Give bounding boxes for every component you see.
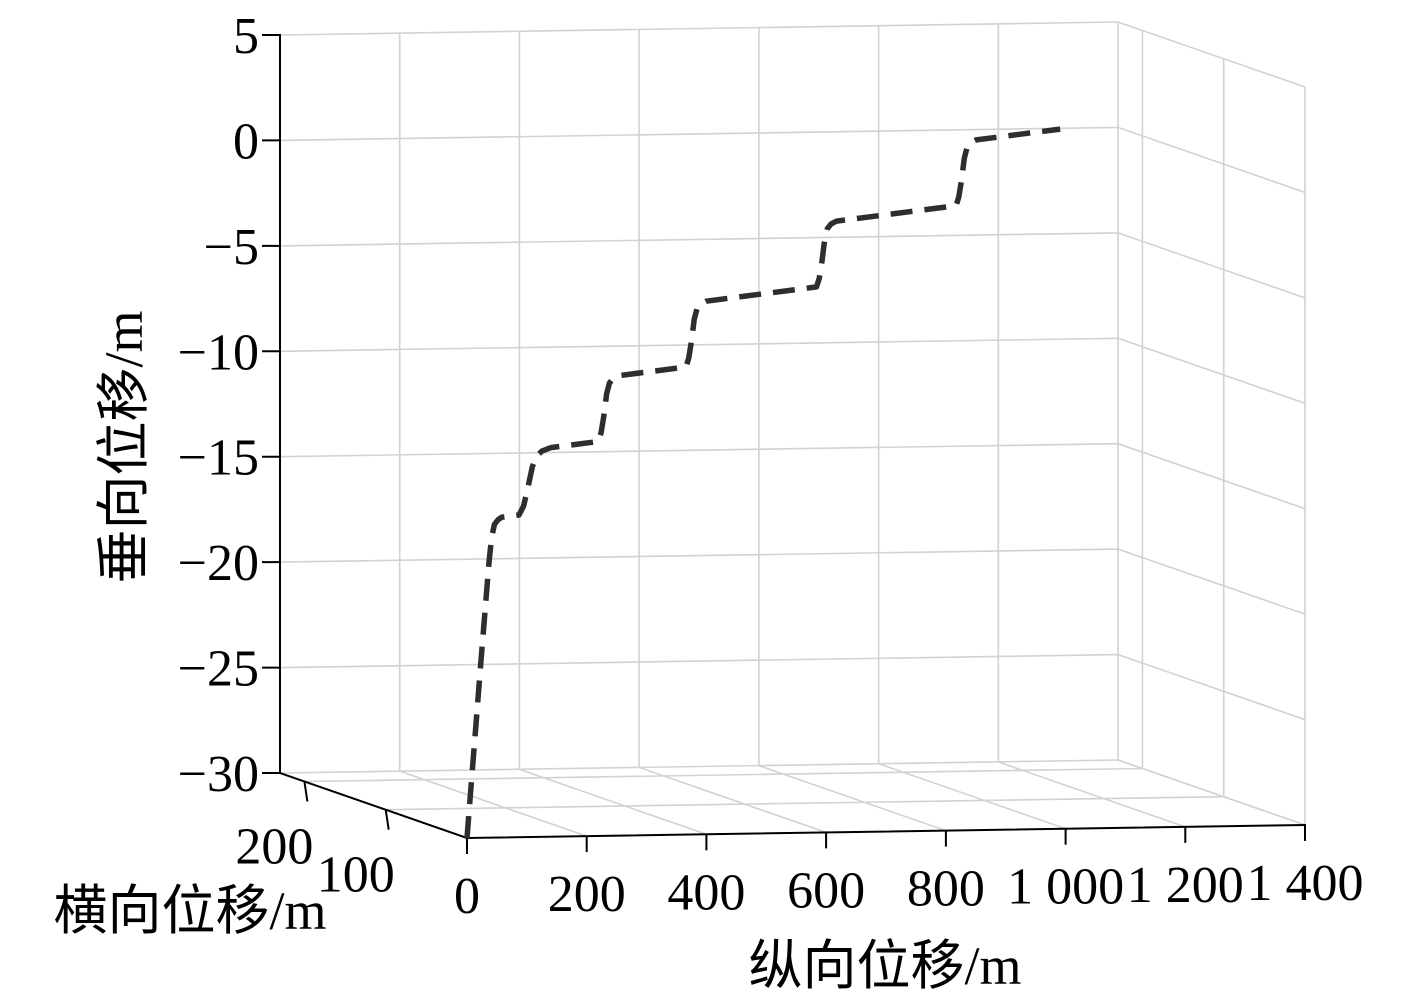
x-tick-label: 800	[907, 861, 985, 918]
gridline-back-z-5	[279, 21, 1119, 36]
gridline-floor-x-400	[519, 768, 707, 836]
y-axis-label: 横向位移/m	[53, 881, 326, 941]
x-tick-label: 200	[548, 866, 626, 923]
x-tick-label: 1 400	[1247, 855, 1364, 912]
gridline-side-z-neg5	[1117, 232, 1306, 299]
gridline-floor-x-1000	[878, 762, 1066, 830]
x-tick-label: 1 000	[1007, 859, 1124, 916]
gridline-back-z-neg5	[279, 232, 1119, 247]
gridline-floor-x-1200	[998, 761, 1186, 828]
gridline-floor-y-200	[304, 767, 1143, 783]
gridline-back-z-neg25	[279, 653, 1119, 669]
z-tick-label: −15	[178, 430, 259, 487]
gridlines	[279, 21, 1306, 837]
gridline-back-z-neg20	[279, 548, 1119, 563]
gridline-floor-x-600	[638, 766, 827, 834]
x-tick-label: 400	[667, 864, 745, 921]
series-line-1	[464, 126, 1061, 839]
z-axis-label: 垂向位移/m	[94, 310, 154, 583]
y-axis-line	[278, 771, 469, 840]
z-tick-label: −10	[178, 324, 259, 381]
x-tick-label: 0	[454, 868, 480, 925]
z-tick-label: −20	[178, 535, 259, 592]
z-tick-label: −30	[178, 746, 259, 803]
gridline-floor-x-200	[399, 770, 587, 837]
gridline-side-z-neg10	[1117, 337, 1306, 405]
gridline-back-z-neg30	[279, 759, 1119, 774]
z-tick-label: 5	[233, 8, 259, 65]
gridline-back-z-neg10	[279, 337, 1119, 353]
y-tick-label: 100	[317, 847, 395, 904]
tick-marks	[262, 34, 1306, 854]
x-tick-label: 1 200	[1127, 857, 1244, 914]
x-axis-line	[465, 823, 1307, 840]
y-tick-200	[303, 781, 309, 802]
gridline-floor-x-1400	[1117, 759, 1306, 826]
z-tick-label: −5	[204, 219, 259, 276]
gridline-side-z-0	[1117, 126, 1306, 194]
gridline-side-z-neg15	[1117, 442, 1306, 510]
gridline-back-z-0	[279, 126, 1119, 142]
x-axis-label: 纵向位移/m	[748, 936, 1021, 996]
z-tick-label: −25	[178, 641, 259, 698]
gridline-side-z-neg25	[1117, 653, 1306, 721]
gridline-back-z-neg15	[279, 442, 1119, 458]
series-group	[464, 126, 1061, 839]
y-tick-label: 200	[235, 819, 313, 876]
gridline-side-z-5	[1117, 21, 1306, 88]
z-tick-label: 0	[233, 113, 259, 170]
tick-labels: 5 0 −5 −10 −15 −20 −25 −30 0 200 400 600 800 1 000 1 2…	[178, 8, 1364, 925]
gridline-side-z-neg20	[1117, 548, 1306, 615]
gridline-floor-y-100	[385, 795, 1224, 811]
y-tick-100	[384, 809, 390, 830]
axes	[278, 34, 1307, 840]
gridline-floor-x-800	[758, 764, 947, 832]
x-tick-label: 600	[787, 862, 865, 919]
